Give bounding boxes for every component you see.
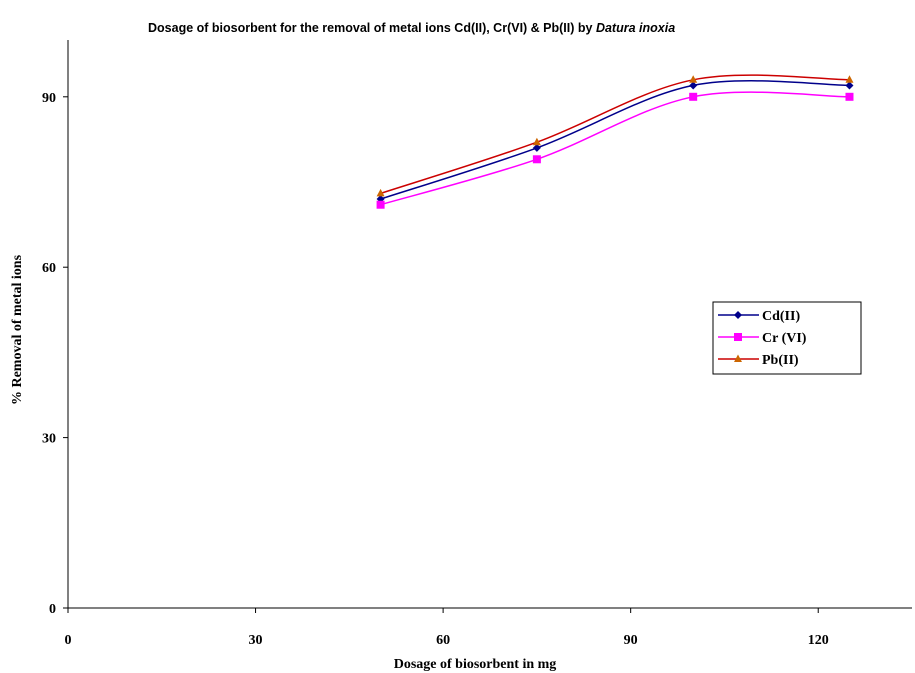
x-tick-label: 0 — [65, 633, 72, 648]
series-line-pb-ii — [380, 74, 850, 195]
data-point-cr-vi — [689, 92, 698, 101]
series-layer — [376, 74, 854, 209]
data-point-cd-ii — [532, 143, 541, 152]
data-point-cr-vi — [845, 92, 854, 101]
legend-label-cd-ii: Cd(II) — [762, 309, 800, 324]
y-tick-label: 0 — [49, 602, 56, 617]
data-point-cr-vi — [376, 200, 385, 209]
legend-marker-cr-vi — [734, 333, 742, 341]
x-tick-label: 120 — [808, 633, 829, 648]
data-point-pb-ii — [689, 75, 698, 83]
chart-title-italic: Datura inoxia — [596, 21, 675, 35]
x-tick-label: 30 — [249, 633, 263, 648]
data-point-pb-ii — [845, 75, 854, 83]
series-cr-vi — [376, 91, 854, 209]
data-point-pb-ii — [376, 188, 385, 197]
series-line-cd-ii — [380, 80, 850, 200]
series-cd-ii — [376, 80, 854, 204]
legend-marker-cd-ii — [734, 311, 742, 319]
y-axis-label: % Removal of metal ions — [10, 254, 25, 405]
chart-title: Dosage of biosorbent for the removal of … — [148, 21, 675, 35]
axes: 0 30 60 90 0 30 60 90 120 — [42, 40, 912, 648]
legend-label-cr-vi: Cr (VI) — [762, 331, 807, 346]
x-tick-label: 90 — [624, 633, 638, 648]
y-tick-label: 60 — [42, 261, 56, 276]
legend: Cd(II) Cr (VI) Pb(II) — [712, 301, 862, 375]
data-point-cd-ii — [845, 81, 854, 90]
x-tick-label: 60 — [436, 633, 450, 648]
y-tick-label: 30 — [42, 432, 56, 447]
data-point-cd-ii — [689, 81, 698, 90]
data-point-cr-vi — [532, 155, 541, 164]
legend-marker-pb-ii — [734, 354, 742, 362]
data-point-pb-ii — [532, 137, 541, 146]
y-tick-label: 90 — [42, 91, 56, 106]
legend-label-pb-ii: Pb(II) — [762, 353, 799, 368]
series-pb-ii — [376, 74, 854, 197]
x-axis-label: Dosage of biosorbent in mg — [394, 657, 557, 672]
series-line-cr-vi — [380, 91, 850, 206]
